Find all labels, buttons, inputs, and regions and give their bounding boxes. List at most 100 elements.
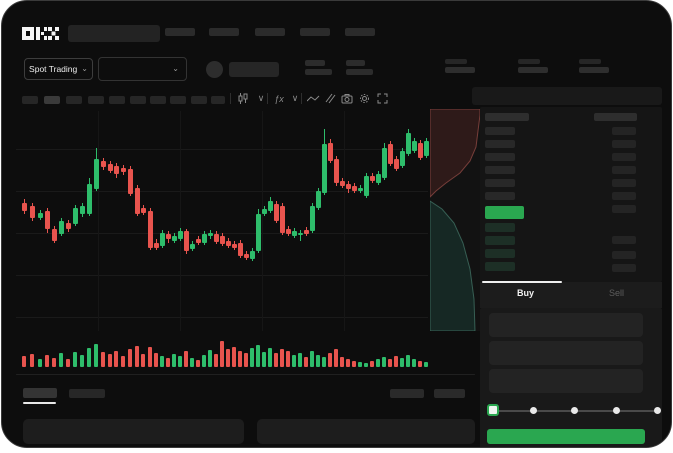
avatar[interactable] bbox=[206, 61, 223, 78]
candle-body bbox=[274, 204, 279, 221]
volume-bar bbox=[250, 348, 254, 367]
candle-body bbox=[178, 231, 183, 239]
chevron-down-icon[interactable]: ∨ bbox=[257, 93, 265, 103]
timeframe-button[interactable] bbox=[191, 96, 207, 104]
fullscreen-icon[interactable] bbox=[375, 92, 389, 105]
nav-item[interactable] bbox=[165, 28, 195, 36]
candle-wick bbox=[216, 231, 217, 244]
bid-row-price bbox=[485, 236, 515, 245]
amount-slider-handle[interactable] bbox=[487, 404, 499, 416]
volume-bar bbox=[80, 355, 84, 367]
candle-body bbox=[80, 206, 85, 214]
bottom-tab-active[interactable] bbox=[23, 388, 57, 398]
candle-body bbox=[310, 206, 315, 231]
trading-pair-dropdown[interactable]: ⌄ bbox=[98, 57, 187, 81]
bid-row-price bbox=[485, 262, 515, 271]
market-type-selector[interactable]: Spot Trading ⌄ bbox=[24, 58, 93, 80]
timeframe-button[interactable] bbox=[211, 96, 225, 104]
nav-item[interactable] bbox=[345, 28, 375, 36]
volume-bar bbox=[304, 357, 308, 367]
account-pill[interactable] bbox=[229, 62, 279, 77]
volume-bar bbox=[108, 354, 112, 367]
ask-row-price bbox=[485, 179, 515, 187]
search-input[interactable] bbox=[68, 25, 160, 42]
camera-icon[interactable] bbox=[340, 92, 354, 105]
candle-wick bbox=[330, 139, 331, 163]
ask-row-amount bbox=[612, 153, 636, 161]
timeframe-button[interactable] bbox=[170, 96, 186, 104]
candle-wick bbox=[318, 188, 319, 210]
candle-wick bbox=[252, 248, 253, 261]
candle-wick bbox=[378, 171, 379, 185]
candle-wick bbox=[82, 203, 83, 217]
ticker-price-placeholder bbox=[305, 60, 325, 66]
candle-body bbox=[154, 243, 159, 248]
volume-bar bbox=[424, 362, 428, 367]
order-form-input[interactable] bbox=[489, 369, 643, 393]
buy-submit-button[interactable] bbox=[487, 429, 645, 444]
candle-body bbox=[172, 236, 177, 241]
nav-item[interactable] bbox=[300, 28, 330, 36]
volume-bar bbox=[388, 359, 392, 367]
line-chart-icon[interactable] bbox=[306, 92, 320, 105]
ticker-price-placeholder bbox=[346, 69, 373, 75]
candle-body bbox=[328, 143, 333, 161]
candle-wick bbox=[103, 158, 104, 170]
volume-bar bbox=[382, 357, 386, 367]
compare-icon[interactable] bbox=[323, 92, 337, 105]
candle-body bbox=[214, 234, 219, 242]
candle-body bbox=[101, 161, 106, 167]
timeframe-button[interactable] bbox=[22, 96, 38, 104]
nav-item[interactable] bbox=[255, 28, 285, 36]
volume-bar bbox=[52, 358, 56, 367]
nav-item[interactable] bbox=[209, 28, 239, 36]
tab-buy[interactable]: Buy bbox=[516, 288, 534, 298]
timeframe-button[interactable] bbox=[88, 96, 104, 104]
slider-stop-dot[interactable] bbox=[612, 407, 620, 414]
indicators-fx-icon[interactable]: ƒx bbox=[274, 93, 284, 104]
candle-wick bbox=[240, 240, 241, 258]
timeframe-button[interactable] bbox=[109, 96, 125, 104]
slider-stop-dot[interactable] bbox=[571, 407, 579, 414]
gridline-h bbox=[16, 317, 428, 318]
order-form-input[interactable] bbox=[489, 341, 643, 365]
candle-body bbox=[424, 141, 429, 156]
volume-bar bbox=[352, 361, 356, 367]
divider bbox=[301, 93, 302, 104]
candle-style-icon[interactable] bbox=[236, 92, 250, 105]
volume-bar bbox=[286, 351, 290, 367]
volume-bar bbox=[406, 355, 410, 367]
volume-bar bbox=[178, 356, 182, 367]
bottom-action-button[interactable] bbox=[434, 389, 465, 398]
volume-bar bbox=[59, 353, 63, 367]
candle-body bbox=[376, 174, 381, 183]
candle-wick bbox=[24, 199, 25, 214]
gridline-h bbox=[16, 275, 428, 276]
timeframe-button[interactable] bbox=[44, 96, 60, 104]
last-price-badge[interactable] bbox=[485, 206, 524, 219]
chevron-down-icon[interactable]: ∨ bbox=[291, 93, 299, 103]
timeframe-button[interactable] bbox=[130, 96, 146, 104]
slider-stop-dot[interactable] bbox=[653, 407, 661, 414]
bottom-tab[interactable] bbox=[69, 389, 105, 398]
tab-sell[interactable]: Sell bbox=[608, 288, 624, 298]
candle-wick bbox=[137, 185, 138, 216]
order-form-input[interactable] bbox=[489, 313, 643, 337]
candle-body bbox=[87, 184, 92, 214]
volume-bar bbox=[208, 350, 212, 367]
timeframe-button[interactable] bbox=[150, 96, 166, 104]
bottom-action-button[interactable] bbox=[390, 389, 424, 398]
volume-bar bbox=[121, 356, 125, 367]
ticker-stat-value bbox=[579, 67, 609, 73]
volume-bar bbox=[38, 359, 42, 367]
candle-body bbox=[238, 243, 243, 256]
slider-stop-dot[interactable] bbox=[530, 407, 538, 414]
candle-body bbox=[400, 151, 405, 166]
timeframe-button[interactable] bbox=[66, 96, 82, 104]
volume-bar bbox=[256, 345, 260, 367]
volume-bar bbox=[334, 349, 338, 367]
volume-bar bbox=[73, 352, 77, 367]
candle-body bbox=[232, 244, 237, 248]
settings-gear-icon[interactable] bbox=[357, 92, 371, 105]
